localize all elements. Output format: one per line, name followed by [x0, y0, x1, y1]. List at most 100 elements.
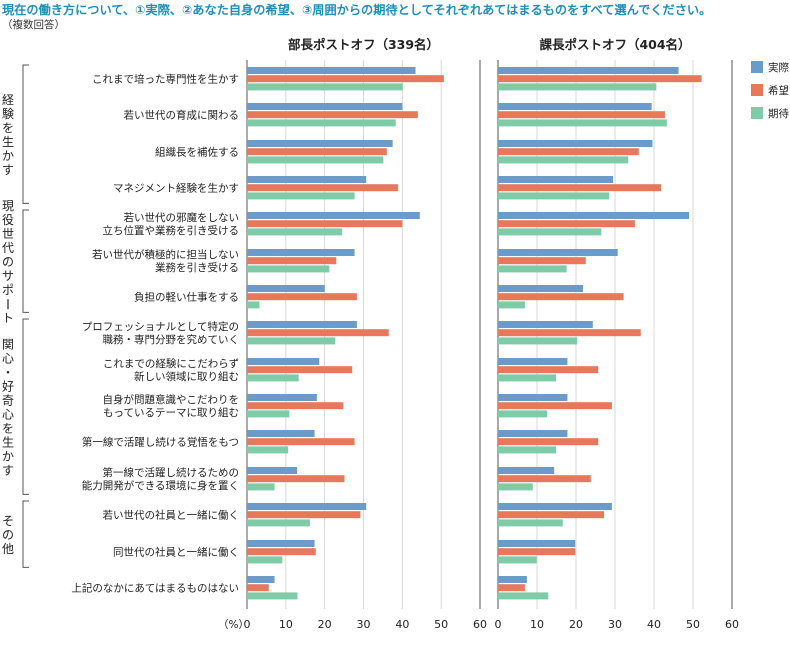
bar-実際: [498, 103, 652, 110]
bar-実際: [498, 285, 584, 292]
group-label-char: サ: [2, 269, 14, 283]
bar-期待: [247, 228, 343, 236]
bar-希望: [247, 257, 337, 265]
bar-実際: [247, 430, 315, 437]
bar-実際: [247, 176, 367, 183]
bar-期待: [247, 556, 283, 564]
bar-期待: [247, 156, 384, 164]
bar-実際: [498, 576, 527, 583]
category-label: 上記のなかにあてはまるものはない: [71, 582, 239, 595]
bar-希望: [247, 584, 269, 592]
unit-label: （%）: [218, 619, 249, 631]
bar-希望: [498, 548, 576, 556]
bar-期待: [247, 519, 310, 527]
bar-希望: [247, 148, 387, 156]
group-label-char: す: [2, 464, 14, 478]
x-tick-label: 40: [395, 618, 409, 631]
category-label: 同世代の社員と一緒に働く: [113, 546, 239, 559]
group-label-char: 験: [2, 106, 14, 121]
category-label: 自身が問題意識やこだわりを: [103, 393, 240, 406]
group-label-char: 世: [2, 227, 14, 241]
bar-実際: [498, 140, 653, 147]
group-bracket: [22, 64, 29, 204]
group-bracket: [22, 318, 29, 495]
category-label: もっているテーマに取り組む: [103, 406, 239, 419]
x-tick-label: 0: [495, 618, 502, 631]
category-label: 若い世代の邪魔をしない: [124, 211, 240, 224]
category-label: 業務を引き受ける: [155, 261, 239, 274]
group-label-char: の: [2, 528, 14, 542]
group-label-char: 好: [2, 380, 14, 394]
bar-期待: [247, 410, 290, 418]
bar-希望: [498, 293, 624, 301]
bar-希望: [247, 366, 353, 374]
bar-期待: [498, 228, 602, 236]
x-tick-label: 30: [357, 618, 371, 631]
panel-title: 課長ポストオフ（404名）: [539, 37, 690, 52]
bar-希望: [247, 329, 389, 337]
bar-実際: [247, 140, 393, 147]
bar-期待: [498, 119, 667, 127]
group-label-char: 他: [2, 542, 14, 556]
bar-希望: [247, 111, 418, 119]
bar-期待: [498, 301, 525, 309]
bar-実際: [498, 249, 618, 256]
category-label: これまで培った専門性を生かす: [92, 73, 239, 86]
bar-期待: [247, 192, 355, 200]
x-tick-label: 50: [686, 618, 700, 631]
group-label-char: 心: [2, 352, 14, 366]
x-tick-label: 0: [244, 618, 251, 631]
legend-label: 希望: [768, 84, 789, 97]
bar-希望: [247, 184, 399, 192]
bar-実際: [247, 540, 315, 547]
panel-title: 部長ポストオフ（339名）: [288, 37, 439, 52]
category-label: 組織長を補佐する: [155, 146, 239, 159]
bar-実際: [498, 212, 690, 219]
bar-希望: [498, 584, 525, 592]
bar-実際: [247, 212, 420, 219]
bar-実際: [247, 358, 320, 365]
bar-期待: [247, 265, 330, 273]
group-label-char: ト: [2, 311, 14, 325]
bar-実際: [498, 503, 612, 510]
bar-実際: [247, 285, 325, 292]
bar-希望: [498, 402, 612, 410]
category-label: 若い世代が積極的に担当しない: [92, 248, 239, 261]
bar-実際: [247, 503, 367, 510]
group-label-char: 生: [2, 135, 14, 149]
group-bracket: [22, 209, 29, 313]
group-label-char: 経: [2, 93, 14, 107]
bar-実際: [247, 249, 355, 256]
bar-期待: [498, 519, 563, 527]
x-tick-label: 20: [569, 618, 583, 631]
legend-label: 実際: [768, 61, 789, 74]
group-label-char: を: [2, 422, 14, 436]
group-label-char: か: [2, 450, 14, 464]
bar-期待: [498, 592, 549, 600]
bar-期待: [498, 410, 548, 418]
group-label-char: 現: [2, 199, 14, 213]
bar-希望: [247, 220, 403, 228]
group-label-char: す: [2, 163, 14, 177]
group-label-char: 代: [2, 241, 14, 255]
bar-希望: [247, 293, 357, 301]
bar-期待: [247, 483, 275, 491]
group-label-char: を: [2, 121, 14, 135]
bar-希望: [498, 366, 599, 374]
bar-実際: [498, 430, 568, 437]
bar-希望: [498, 257, 586, 265]
bar-期待: [498, 374, 557, 382]
group-label-char: 関: [2, 338, 14, 352]
bar-期待: [247, 83, 403, 91]
category-label: これまでの経験にこだわらず: [103, 357, 239, 370]
x-tick-label: 20: [318, 618, 332, 631]
multiple-answer-note: （複数回答）: [2, 19, 65, 31]
chart-title: 現在の働き方について、①実際、②あなた自身の希望、③周囲からの期待としてそれぞれ…: [2, 3, 712, 17]
bar-実際: [247, 467, 298, 474]
bar-期待: [498, 192, 610, 200]
x-tick-label: 60: [473, 618, 487, 631]
legend-swatch: [751, 84, 763, 96]
bar-実際: [498, 540, 576, 547]
bar-期待: [498, 483, 533, 491]
bar-希望: [498, 148, 639, 156]
